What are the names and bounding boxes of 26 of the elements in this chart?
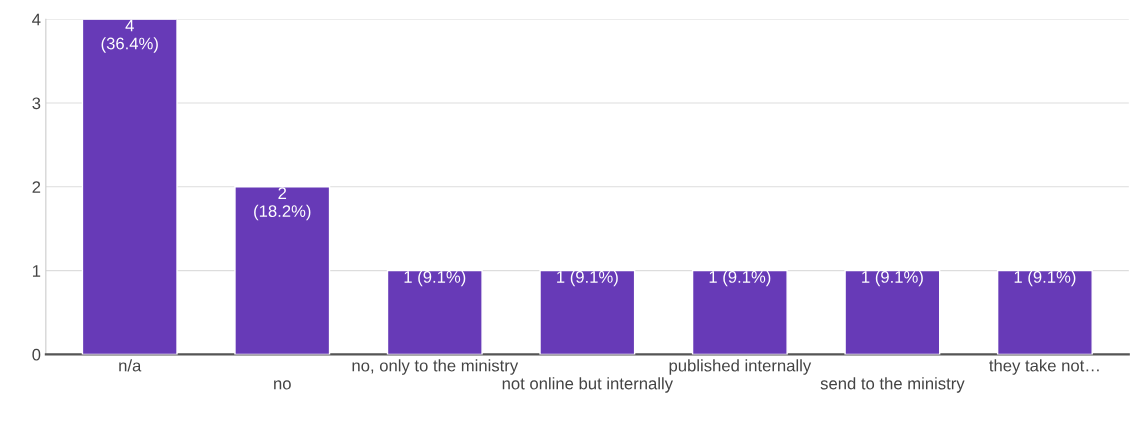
bar [234,186,331,355]
y-tick-label: 0 [32,348,41,361]
x-tick-label: n/a [119,359,142,372]
bar [386,269,483,355]
x-tick-label: no [274,380,291,390]
data-label: 2 (18.2%) [254,187,311,221]
data-label: 1 (9.1%) [1014,270,1076,287]
y-tick-label: 4 [32,13,41,26]
bar [81,19,178,355]
x-tick-label: no, only to the ministry [352,359,519,375]
y-tick-label: 3 [32,97,41,110]
bar [691,269,788,355]
y-tick-label: 1 [32,265,41,277]
data-label: 4 (36.4%) [101,19,158,53]
data-label: 1 (9.1%) [709,270,771,287]
y-tick-label: 2 [32,181,41,193]
data-label: 1 (9.1%) [862,270,923,287]
x-tick-label: they take not… [989,359,1099,375]
x-tick-label: send to the ministry [820,377,965,393]
bar [844,269,941,355]
data-label: 1 (9.1%) [557,270,618,287]
x-tick-label: published internally [669,359,812,375]
x-tick-label: not online but internally [502,377,674,393]
bar [996,269,1093,355]
bar [539,269,636,355]
data-label: 1 (9.1%) [404,270,466,287]
